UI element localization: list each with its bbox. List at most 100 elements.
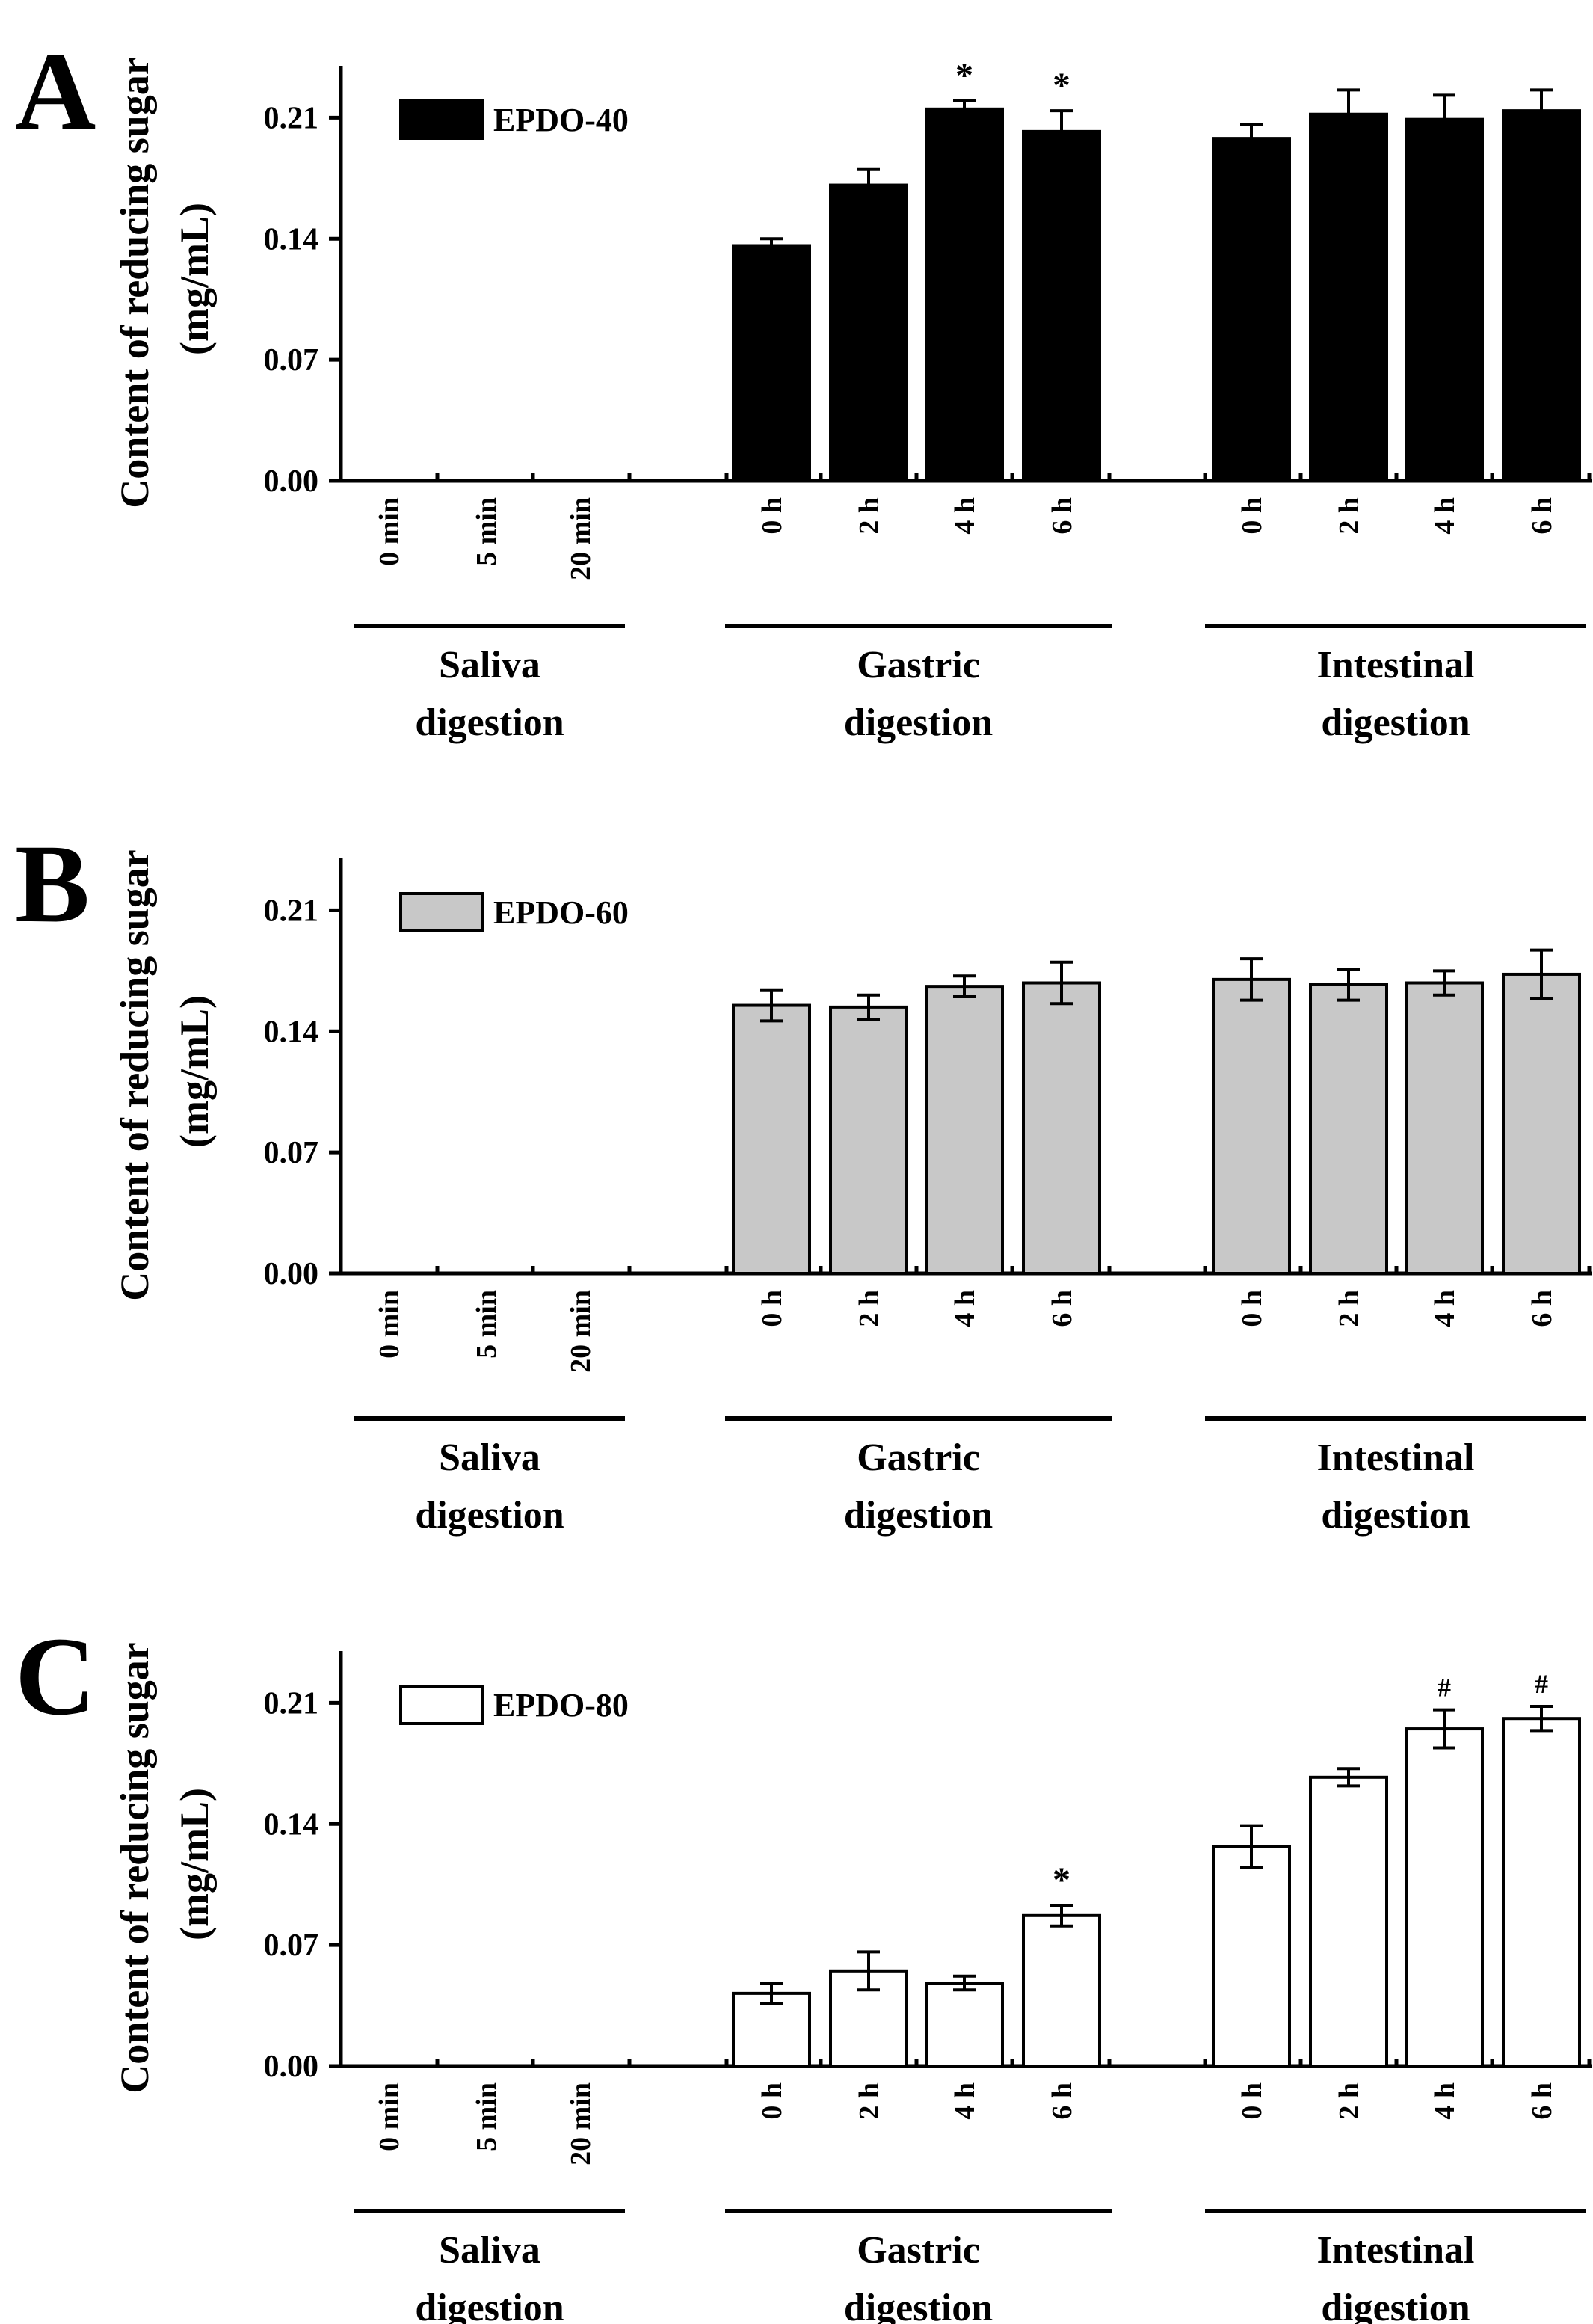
x-tick-label: 5 min xyxy=(471,1290,502,1359)
y-tick-label: 0.21 xyxy=(264,101,319,135)
x-tick-label: 4 h xyxy=(1429,2082,1461,2120)
x-tick-label: 0 h xyxy=(1236,1290,1268,1327)
y-tick-label: 0.14 xyxy=(264,222,319,256)
bar xyxy=(1212,137,1291,482)
group-label: digestion xyxy=(844,2287,993,2324)
legend-swatch xyxy=(399,99,484,140)
y-axis-unit: (mg/mL) xyxy=(172,203,217,355)
y-tick-label: 0.21 xyxy=(264,1686,319,1721)
y-axis-unit: (mg/mL) xyxy=(172,995,217,1148)
y-axis-title: Content of reducing sugar xyxy=(112,57,157,508)
bar xyxy=(1309,112,1388,482)
x-tick-label: 0 min xyxy=(374,497,405,566)
y-tick-label: 0.07 xyxy=(264,343,319,378)
bar xyxy=(1405,1727,1484,2068)
x-tick-label: 2 h xyxy=(854,497,885,535)
group-label: Intestinal xyxy=(1317,2229,1475,2272)
panel-letter: C xyxy=(15,1614,96,1739)
bar xyxy=(1212,1845,1291,2068)
bar xyxy=(732,244,811,482)
x-tick-label: 6 h xyxy=(1047,497,1078,535)
bar xyxy=(1022,129,1101,482)
chart-panel-b: B Content of reducing sugar (mg/mL) 0.00 0.0… xyxy=(15,822,1592,1537)
x-tick-label: 6 h xyxy=(1047,2082,1078,2120)
y-tick-label: 0.14 xyxy=(264,1015,319,1049)
significance-mark: # xyxy=(1535,1669,1548,1699)
bar xyxy=(1309,983,1388,1275)
legend-label: EPDO-80 xyxy=(493,1687,629,1724)
y-axis-title: Content of reducing sugar xyxy=(112,1642,157,2094)
group-label: Saliva xyxy=(439,644,540,686)
x-tick-label: 4 h xyxy=(949,2082,981,2120)
y-tick-label: 0.21 xyxy=(264,894,319,928)
panel-letter: A xyxy=(15,29,96,153)
bar xyxy=(1502,109,1581,482)
x-tick-label: 5 min xyxy=(471,497,502,566)
significance-mark: * xyxy=(955,55,973,95)
group-label: digestion xyxy=(1321,2287,1470,2324)
x-tick-label: 0 h xyxy=(1236,2082,1268,2120)
x-tick-label: 4 h xyxy=(1429,497,1461,535)
bar xyxy=(1502,972,1581,1275)
bar xyxy=(925,107,1004,482)
bar xyxy=(1405,117,1484,482)
x-tick-label: 4 h xyxy=(949,1290,981,1327)
group-label: digestion xyxy=(1321,701,1470,744)
group-label: digestion xyxy=(415,2287,564,2324)
y-tick-label: 0.07 xyxy=(264,1136,319,1170)
x-tick-label: 0 h xyxy=(757,2082,788,2120)
group-label: digestion xyxy=(1321,1494,1470,1537)
x-tick-label: 2 h xyxy=(854,1290,885,1327)
y-tick-label: 0.07 xyxy=(264,1928,319,1963)
x-tick-label: 6 h xyxy=(1047,1290,1078,1327)
x-tick-label: 4 h xyxy=(1429,1290,1461,1327)
group-label: Saliva xyxy=(439,1436,540,1479)
x-tick-label: 2 h xyxy=(854,2082,885,2120)
significance-mark: * xyxy=(1053,66,1070,105)
x-tick-label: 6 h xyxy=(1526,497,1558,535)
group-label: digestion xyxy=(415,701,564,744)
group-label: digestion xyxy=(844,701,993,744)
group-label: Intestinal xyxy=(1317,644,1475,686)
group-label: Gastric xyxy=(857,1436,980,1479)
bar xyxy=(925,985,1004,1275)
bar xyxy=(1502,1717,1581,2068)
x-tick-label: 5 min xyxy=(471,2082,502,2151)
panel-letter: B xyxy=(15,822,90,946)
group-label: digestion xyxy=(415,1494,564,1537)
bar xyxy=(1405,981,1484,1275)
legend-swatch xyxy=(399,892,484,932)
y-axis-unit: (mg/mL) xyxy=(172,1788,217,1940)
x-tick-label: 0 h xyxy=(1236,497,1268,535)
y-tick-label: 0.14 xyxy=(264,1807,319,1842)
bar xyxy=(1309,1775,1388,2068)
x-tick-label: 0 h xyxy=(757,497,788,535)
bar xyxy=(829,1005,908,1275)
x-tick-label: 2 h xyxy=(1334,2082,1365,2120)
y-axis-title: Content of reducing sugar xyxy=(112,849,157,1301)
x-tick-label: 0 min xyxy=(374,2082,405,2151)
legend-label: EPDO-60 xyxy=(493,894,629,931)
group-label: Gastric xyxy=(857,644,980,686)
bar xyxy=(1022,1913,1101,2068)
x-tick-label: 0 h xyxy=(757,1290,788,1327)
x-tick-label: 6 h xyxy=(1526,1290,1558,1327)
legend-swatch xyxy=(399,1685,484,1725)
x-tick-label: 20 min xyxy=(565,2082,597,2165)
bar xyxy=(925,1982,1004,2068)
chart-panel-a: A Content of reducing sugar (mg/mL) 0.00 0.0… xyxy=(15,29,1592,744)
group-label: Intestinal xyxy=(1317,1436,1475,1479)
significance-mark: * xyxy=(1053,1860,1070,1900)
x-tick-label: 0 min xyxy=(374,1290,405,1359)
legend-label: EPDO-40 xyxy=(493,102,629,138)
group-label: digestion xyxy=(844,1494,993,1537)
bar xyxy=(1022,981,1101,1275)
x-tick-label: 2 h xyxy=(1334,497,1365,535)
group-label: Saliva xyxy=(439,2229,540,2272)
significance-mark: # xyxy=(1438,1673,1451,1703)
y-tick-label: 0.00 xyxy=(264,1257,319,1291)
x-tick-label: 2 h xyxy=(1334,1290,1365,1327)
y-tick-label: 0.00 xyxy=(264,464,319,499)
x-tick-label: 20 min xyxy=(565,497,597,580)
